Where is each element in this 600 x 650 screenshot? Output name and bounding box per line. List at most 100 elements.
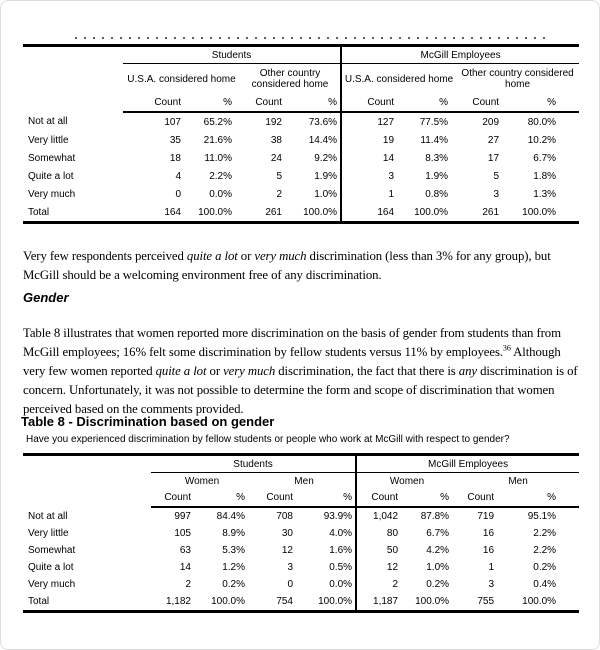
row-label: Very much xyxy=(28,188,76,200)
spacer-cell xyxy=(23,489,151,507)
cell-value: 14 xyxy=(179,562,191,573)
text-run-italic: very much xyxy=(223,363,276,378)
cell-value: 3 xyxy=(488,579,495,590)
cell-value: 105 xyxy=(174,528,191,539)
cell-value: 209 xyxy=(482,116,500,128)
table-row: Very little 35 21.6% 38 14.4% 19 11.4% 27 10.2% xyxy=(23,131,579,149)
cell-value: 16 xyxy=(482,545,495,556)
cell-value: 5 xyxy=(276,170,282,182)
table8-title: Table 8 - Discrimination based on gender xyxy=(21,414,275,429)
column-header: Count xyxy=(355,489,407,508)
cell-value: 6.7% xyxy=(426,528,450,539)
cell-value: 100.0% xyxy=(189,203,240,224)
row-label: Very little xyxy=(28,134,69,146)
text-run-italic: very much xyxy=(254,248,307,263)
row-label: Not at all xyxy=(28,510,68,522)
table-row: Quite a lot 14 1.2% 3 0.5% 12 1.0% 1 0.2% xyxy=(23,559,579,576)
cell-value: 1.0% xyxy=(314,188,338,200)
paragraph-gender: Table 8 illustrates that women reported … xyxy=(23,324,581,419)
subgroup-header: U.S.A. considered home xyxy=(340,63,457,94)
text-run: discrimination, the fact that there is xyxy=(275,363,459,378)
cell-value: 1.0% xyxy=(426,562,450,573)
subgroup-header: Men xyxy=(508,475,528,487)
subgroup-header-row: Women Men Women Men xyxy=(23,472,579,490)
column-header: % xyxy=(406,489,458,508)
row-label: Very much xyxy=(28,579,76,590)
cell-value: 100.0% xyxy=(406,593,458,613)
cell-value: 16 xyxy=(482,528,495,539)
cell-value: 93.9% xyxy=(323,511,353,522)
group-header: Students xyxy=(123,45,342,64)
cell-value: 4.2% xyxy=(426,545,450,556)
cell-value: 50 xyxy=(355,542,407,559)
cell-value: 997 xyxy=(174,511,191,522)
cell-value: 80 xyxy=(355,525,407,542)
spacer-cell xyxy=(23,473,151,490)
column-header-row: Count % Count % Count % Count % xyxy=(23,489,580,508)
clipped-text-line xyxy=(75,37,545,39)
cell-value: 2 xyxy=(185,579,191,590)
cell-value: 1,187 xyxy=(355,593,407,613)
cell-value: 21.6% xyxy=(203,134,232,146)
table-row: Not at all 107 65.2% 192 73.6% 127 77.5% 209 80.… xyxy=(23,112,579,131)
cell-value: 107 xyxy=(164,116,181,128)
cell-value: 30 xyxy=(281,528,293,539)
cell-value: 261 xyxy=(456,203,508,224)
row-label: Quite a lot xyxy=(28,170,74,182)
table-row: Total 1,182 100.0% 754 100.0% 1,187 100.0% 755 1… xyxy=(23,593,580,613)
cell-value: 9.2% xyxy=(314,152,338,164)
column-header: % xyxy=(301,489,357,508)
cell-value: 1,042 xyxy=(355,507,407,525)
spacer-cell xyxy=(23,46,123,64)
subgroup-header: Women xyxy=(184,475,220,487)
cell-value: 0 xyxy=(175,188,181,200)
cell-value: 0.2% xyxy=(533,562,557,573)
text-run-italic: quite a lot xyxy=(155,363,207,378)
cell-value: 3 xyxy=(340,167,403,185)
text-run: Very few respondents perceived xyxy=(23,248,187,263)
cell-value: 2.2% xyxy=(209,170,232,182)
cell-value: 8.9% xyxy=(222,528,245,539)
text-run-italic: any xyxy=(458,363,477,378)
cell-value: 3 xyxy=(493,188,500,200)
text-run: discrimination (less than 3% for any gro… xyxy=(23,248,551,282)
spacer-cell xyxy=(23,94,123,112)
text-run-italic: quite a lot xyxy=(186,248,238,263)
row-label: Quite a lot xyxy=(28,562,74,573)
cell-value: 0.4% xyxy=(533,579,557,590)
column-header: Count xyxy=(456,94,508,113)
row-label: Not at all xyxy=(28,116,68,127)
cell-value: 261 xyxy=(240,203,290,224)
cell-value: 38 xyxy=(270,134,282,146)
cell-value: 6.7% xyxy=(533,152,557,164)
table-row: Total 164 100.0% 261 100.0% 164 100.0% 261 100.0… xyxy=(23,203,580,224)
cell-value: 1.3% xyxy=(533,188,557,200)
column-header: % xyxy=(189,94,240,113)
group-header-row: Students McGill Employees xyxy=(23,45,580,64)
cell-value: 24 xyxy=(270,152,282,164)
section-heading-gender: Gender xyxy=(23,290,69,305)
table-row: Quite a lot 4 2.2% 5 1.9% 3 1.9% 5 1.8% xyxy=(23,167,579,185)
column-header: Count xyxy=(340,94,403,113)
cell-value: 8.3% xyxy=(425,152,449,164)
cell-value: 1 xyxy=(488,562,495,573)
table8-subtitle: Have you experienced discrimination by f… xyxy=(26,434,510,445)
cell-value: 0.2% xyxy=(426,579,450,590)
cell-value: 19 xyxy=(340,131,403,149)
cell-value: 11.0% xyxy=(204,152,232,164)
cell-value: 0.0% xyxy=(329,579,353,590)
cell-value: 0.2% xyxy=(222,579,245,590)
cell-value: 12 xyxy=(355,559,407,576)
cell-value: 1.8% xyxy=(533,170,557,182)
subgroup-header: Men xyxy=(294,475,314,487)
cell-value: 14 xyxy=(340,149,403,167)
cell-value: 100.0% xyxy=(502,593,580,613)
cell-value: 18 xyxy=(169,152,181,164)
cell-value: 65.2% xyxy=(203,116,232,128)
cell-value: 100.0% xyxy=(507,203,580,224)
cell-value: 1.9% xyxy=(425,170,449,182)
paragraph-discrimination-summary: Very few respondents perceived quite a l… xyxy=(23,247,581,285)
cell-value: 1.6% xyxy=(329,545,353,556)
cell-value: 5.3% xyxy=(222,545,245,556)
cell-value: 14.4% xyxy=(308,134,338,146)
